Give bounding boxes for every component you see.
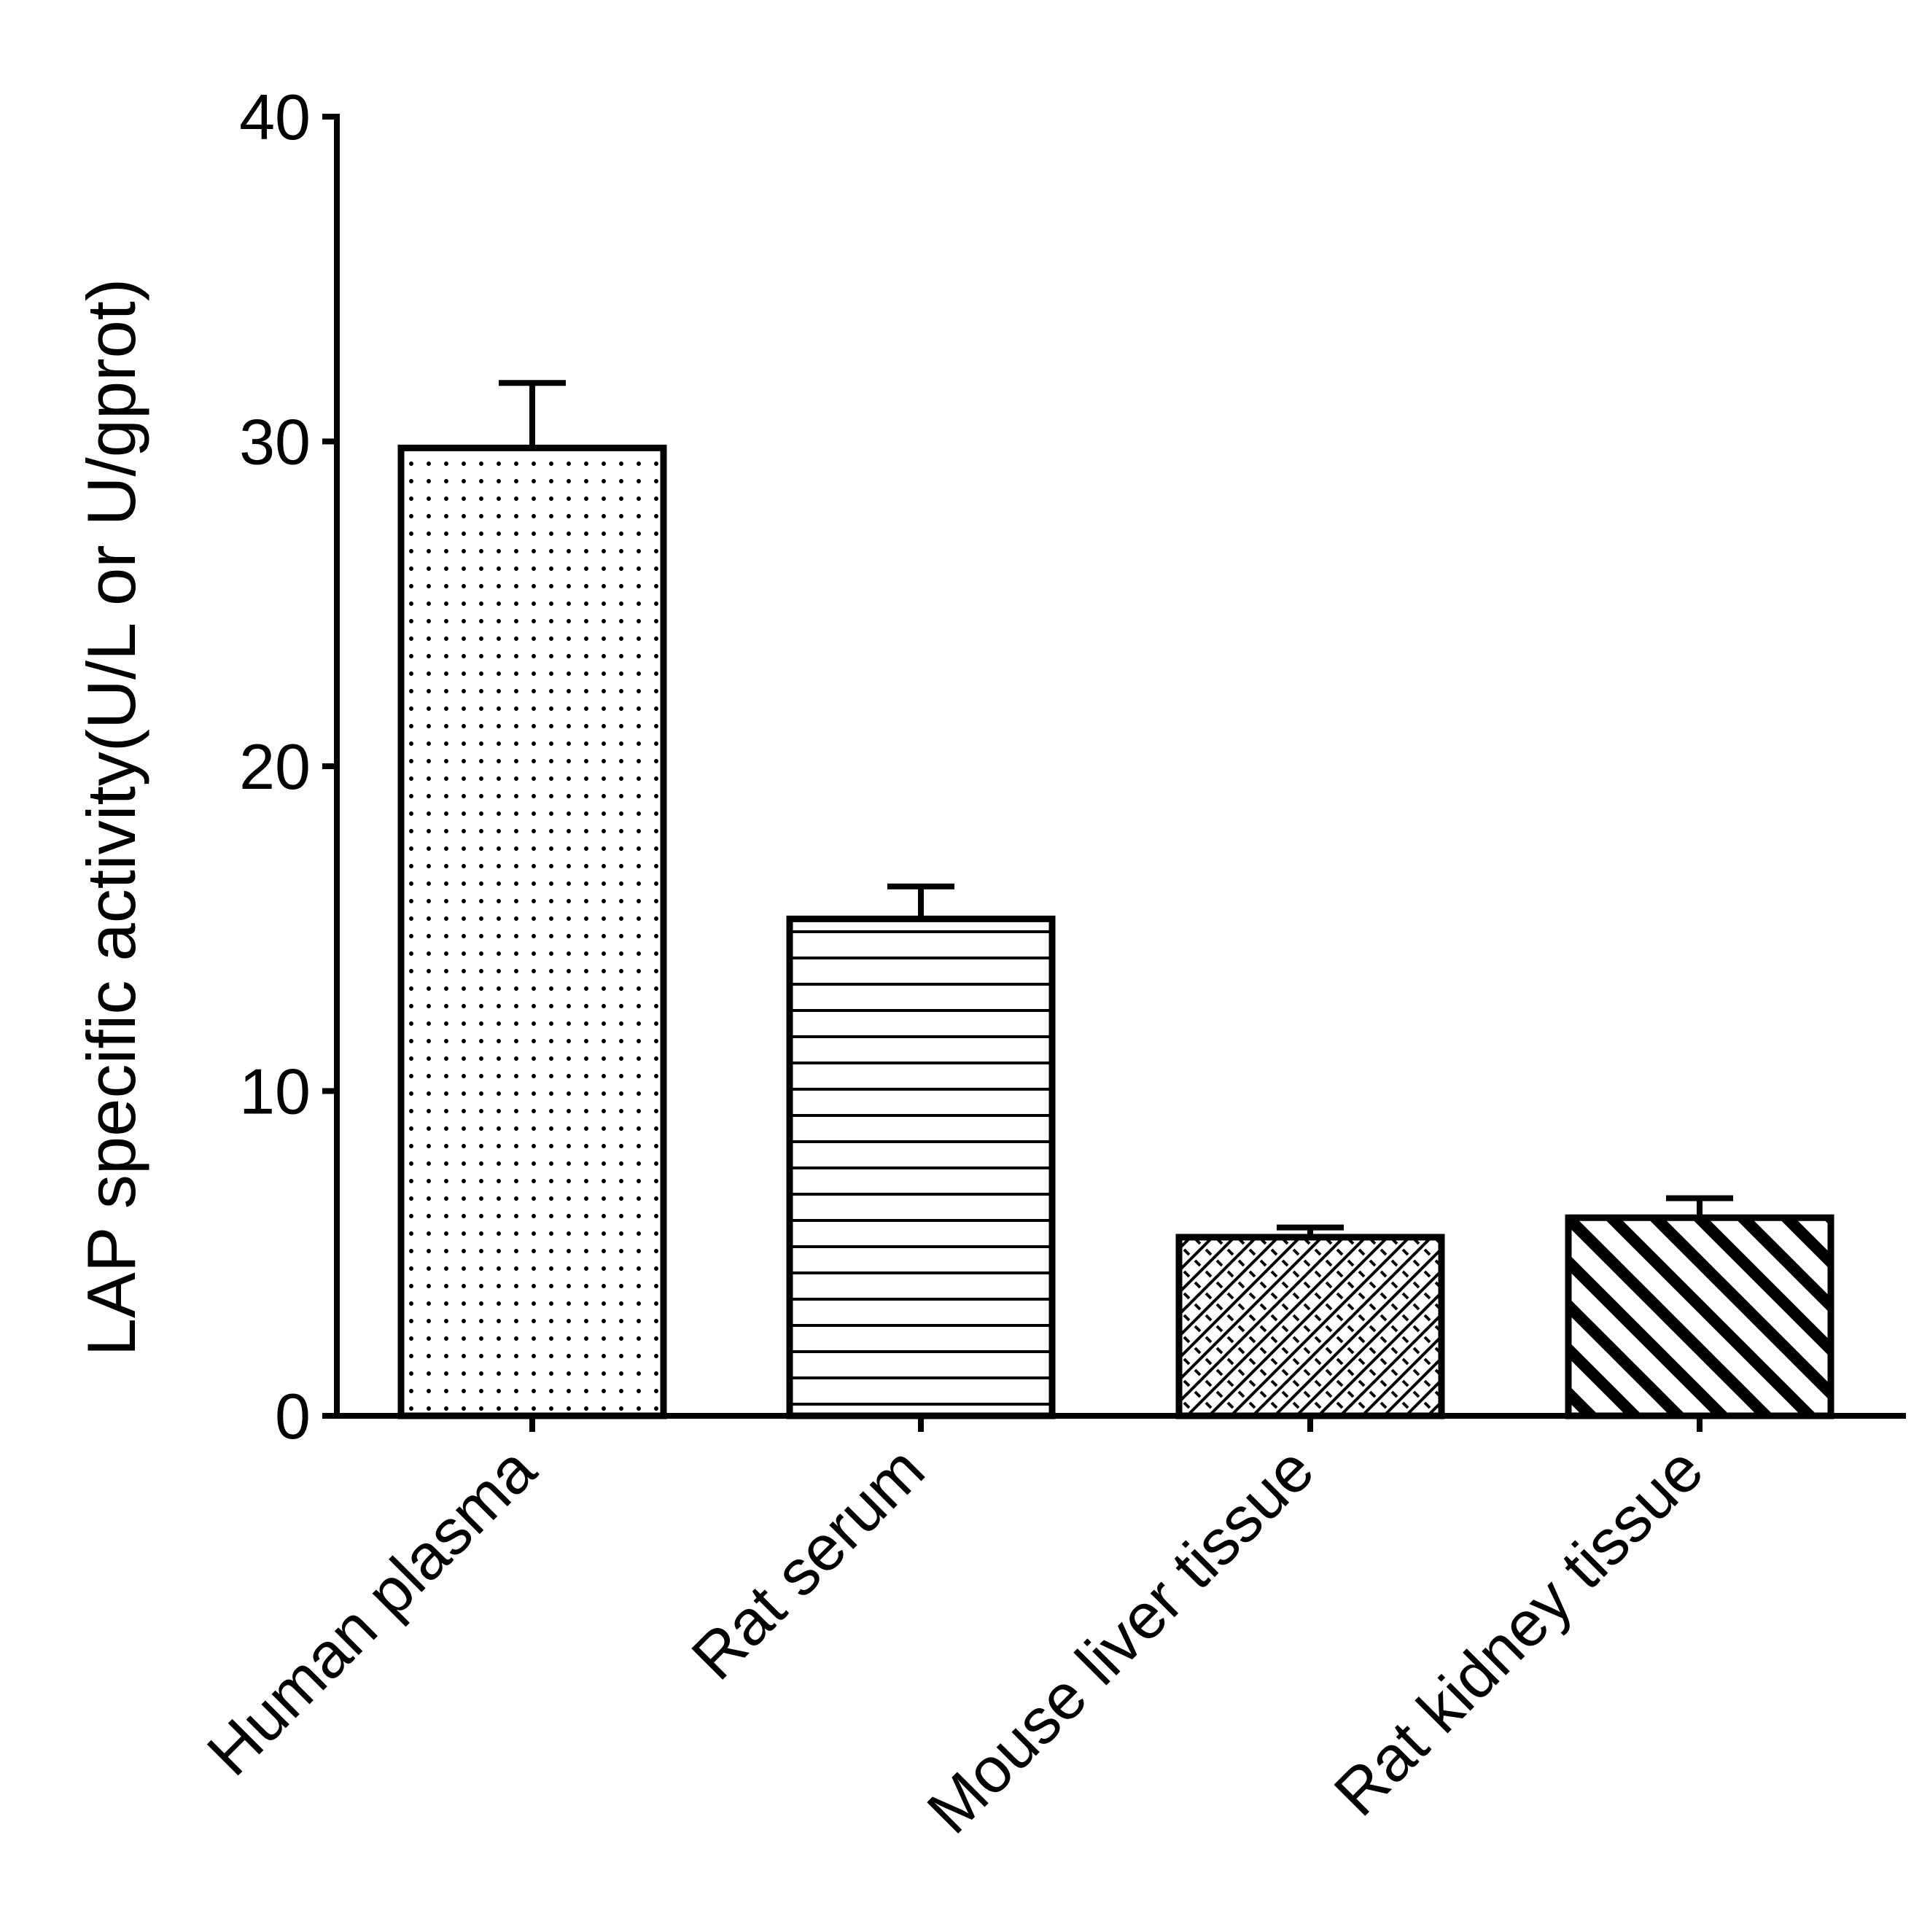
- bar-mouse-liver-tissue: [1175, 1234, 1445, 1419]
- error-bars: [499, 380, 1733, 1237]
- y-ticks: 0 10 20 30 40: [239, 81, 337, 1452]
- y-tick-label: 10: [239, 1056, 311, 1128]
- bars: [397, 444, 1834, 1419]
- y-axis-title: LAP specific activity(U/L or U/gprot): [73, 278, 149, 1356]
- bar-rat-kidney-tissue: [1565, 1214, 1834, 1419]
- x-tick-label-rat-serum: Rat serum: [677, 1433, 938, 1693]
- y-tick-label: 20: [239, 731, 311, 803]
- bar-human-plasma: [397, 444, 667, 1419]
- y-tick-label: 30: [239, 406, 311, 478]
- bar-rat-serum: [786, 915, 1056, 1419]
- y-tick-label: 0: [275, 1380, 311, 1452]
- x-tick-label-rat-kidney-tissue: Rat kidney tissue: [1320, 1433, 1717, 1829]
- y-tick-label: 40: [239, 81, 311, 153]
- x-tick-label-mouse-liver-tissue: Mouse liver tissue: [913, 1433, 1327, 1847]
- x-tick-label-human-plasma: Human plasma: [193, 1433, 550, 1789]
